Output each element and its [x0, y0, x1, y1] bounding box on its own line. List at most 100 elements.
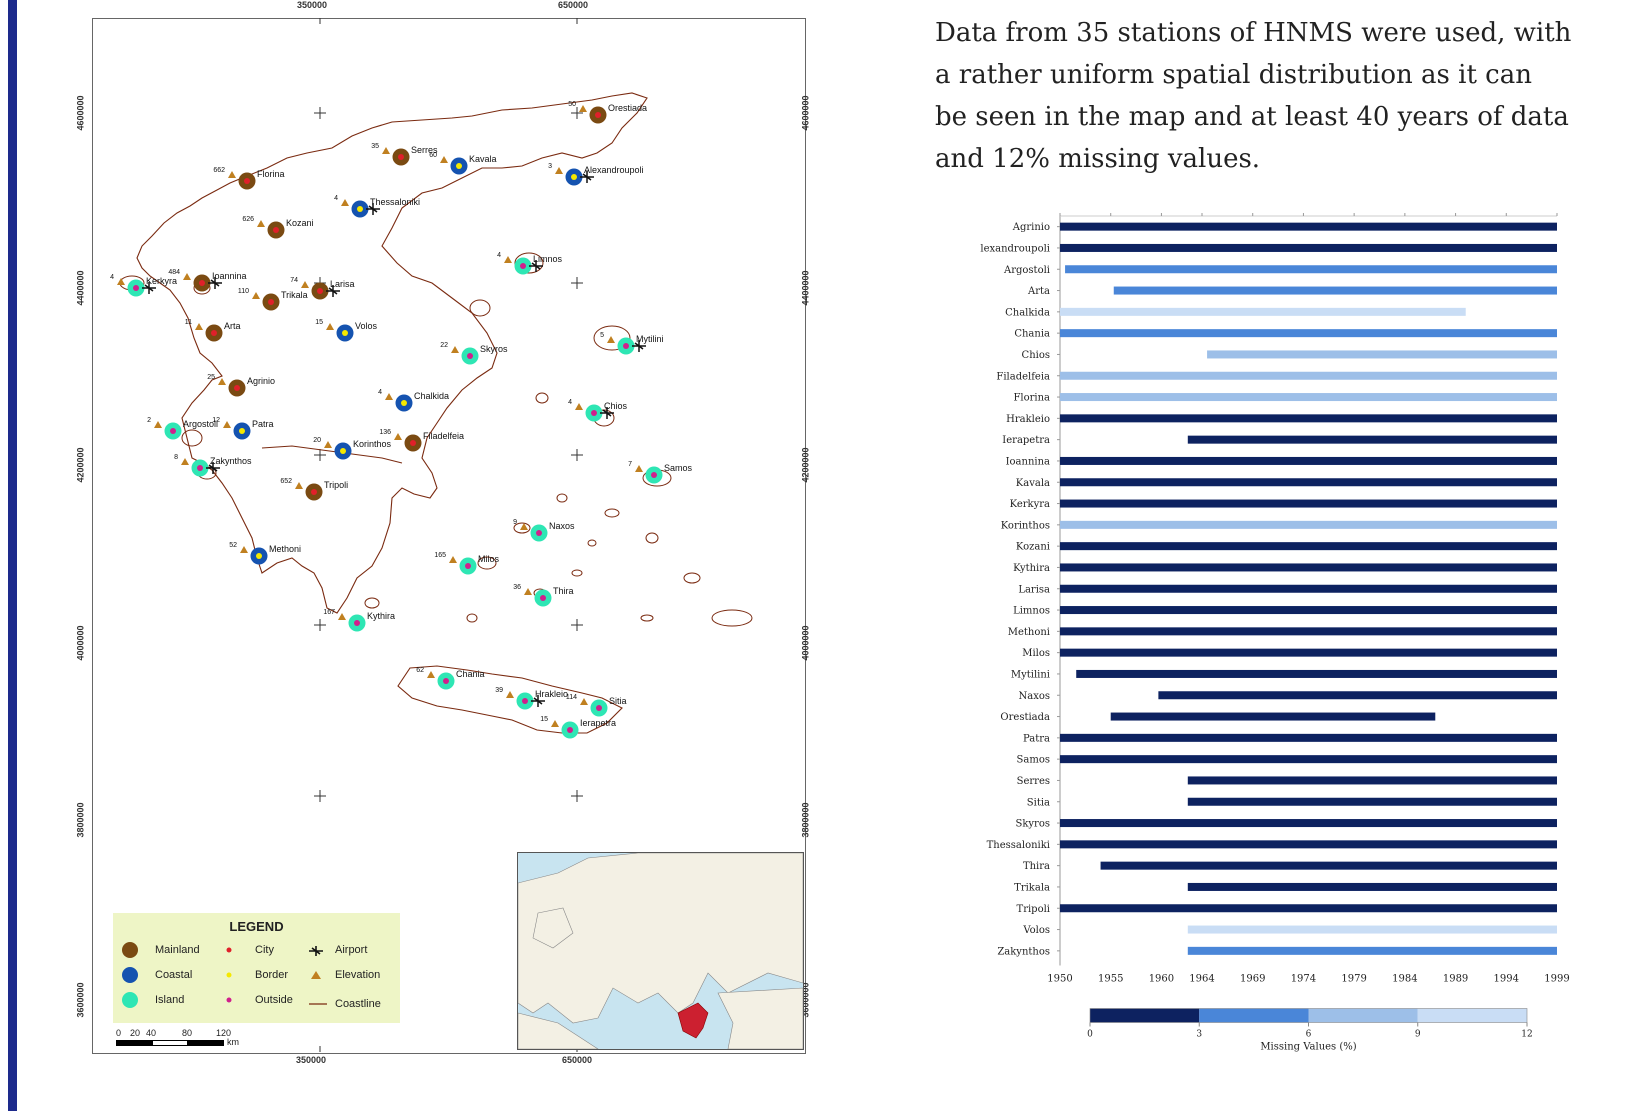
- island-swatch-icon: [122, 992, 138, 1008]
- station-center-dot: [567, 727, 573, 733]
- data-bar: [1187, 797, 1557, 806]
- station-tick-label: Argostoli: [1003, 265, 1050, 276]
- station-tick-label: Ioannina: [1006, 456, 1050, 467]
- data-bar: [1060, 733, 1557, 742]
- intro-paragraph: Data from 35 stations of HNMS were used,…: [935, 12, 1625, 180]
- elevation-marker-icon: [575, 403, 583, 410]
- city-swatch-icon: [226, 947, 232, 953]
- grid-cross: [314, 790, 326, 802]
- data-bar: [1060, 243, 1557, 252]
- station-elevation-label: 22: [440, 342, 448, 349]
- station-name-label: Serres: [411, 145, 438, 155]
- data-bar: [1060, 542, 1557, 551]
- station-elevation-label: 4: [378, 389, 382, 396]
- station-center-dot: [317, 288, 323, 294]
- station-elevation-label: 60: [429, 152, 437, 159]
- data-bar: [1187, 882, 1557, 891]
- elevation-marker-icon: [449, 556, 457, 563]
- station-center-dot: [357, 206, 363, 212]
- year-tick-label: 1999: [1544, 974, 1569, 985]
- coastal-swatch-icon: [122, 967, 138, 983]
- station-name-label: Alexandroupoli: [584, 165, 644, 175]
- station-center-dot: [465, 563, 471, 569]
- station-name-label: Orestiada: [608, 103, 647, 113]
- station-center-dot: [571, 174, 577, 180]
- elevation-marker-icon: [218, 378, 226, 385]
- station-center-dot: [651, 472, 657, 478]
- data-bar: [1060, 371, 1557, 380]
- map-right-tick: 4600000: [800, 95, 811, 131]
- airport-icon: [326, 285, 340, 297]
- map-left-tick: 3600000: [75, 982, 86, 1018]
- map-bottom-tick: 350000: [296, 1055, 327, 1065]
- station-tick-label: Thessaloniki: [987, 840, 1050, 851]
- data-bar: [1060, 755, 1557, 764]
- station-center-dot: [595, 112, 601, 118]
- elevation-marker-icon: [551, 720, 559, 727]
- station-name-label: Naxos: [549, 521, 575, 531]
- station-name-label: Limnos: [533, 254, 563, 264]
- data-bar: [1207, 350, 1557, 359]
- station-elevation-label: 114: [566, 694, 577, 701]
- station-elevation-label: 652: [280, 478, 292, 485]
- station-elevation-label: 484: [168, 269, 180, 276]
- data-bar: [1100, 861, 1557, 870]
- station-tick-label: Kavala: [1016, 478, 1050, 489]
- grid-cross: [571, 619, 583, 631]
- station-name-label: Tripoli: [324, 480, 348, 490]
- year-tick-label: 1960: [1149, 974, 1174, 985]
- elevation-marker-icon: [440, 156, 448, 163]
- station-tick-label: Orestiada: [1000, 712, 1050, 723]
- station-name-label: Patra: [252, 419, 274, 429]
- station-tick-label: Serres: [1017, 776, 1050, 787]
- station-elevation-label: 12: [212, 417, 220, 424]
- station-center-dot: [536, 530, 542, 536]
- station-center-dot: [596, 705, 602, 711]
- station-center-dot: [456, 163, 462, 169]
- colorbar-bin: [1199, 1008, 1309, 1023]
- data-bar: [1060, 904, 1557, 913]
- island-coastline: [683, 572, 701, 584]
- legend-coastline: Coastline: [335, 998, 381, 1010]
- station-elevation-label: 36: [513, 584, 521, 591]
- station-tick-label: Kerkyra: [1010, 499, 1050, 510]
- station-center-dot: [398, 154, 404, 160]
- station-map: Orestiada50Serres35Kavala60Alexandroupol…: [110, 18, 753, 1052]
- station-tick-label: Chalkida: [1005, 307, 1050, 318]
- colorbar-label: Missing Values (%): [1260, 1042, 1356, 1053]
- station-tick-label: Trikala: [1014, 882, 1050, 893]
- grid-cross: [571, 277, 583, 289]
- elevation-marker-icon: [427, 671, 435, 678]
- data-bar: [1060, 414, 1557, 423]
- station-center-dot: [410, 440, 416, 446]
- station-name-label: Thessaloniki: [370, 197, 420, 207]
- mainland-coastline: [136, 92, 648, 614]
- station-tick-label: Chios: [1022, 350, 1050, 361]
- station-elevation-label: 9: [513, 519, 517, 526]
- airport-icon: [366, 203, 380, 215]
- grid-cross: [571, 790, 583, 802]
- station-name-label: Sitia: [609, 696, 627, 706]
- island-coastline: [604, 508, 620, 518]
- station-name-label: Korinthos: [353, 439, 392, 449]
- station-name-label: Kerkyra: [146, 276, 177, 286]
- station-tick-label: lexandroupoli: [980, 243, 1050, 254]
- elevation-marker-icon: [555, 167, 563, 174]
- airport-icon: [600, 407, 614, 419]
- station-name-label: Kythira: [367, 611, 395, 621]
- station-tick-label: Florina: [1013, 393, 1050, 404]
- station-tick-label: Arta: [1027, 286, 1050, 297]
- airport-icon: [529, 260, 543, 272]
- station-tick-label: Korinthos: [1001, 520, 1050, 531]
- map-right-tick: 4000000: [800, 625, 811, 661]
- station-elevation-label: 39: [495, 687, 503, 694]
- colorbar-bin: [1090, 1008, 1200, 1023]
- colorbar-tick-label: 0: [1087, 1030, 1093, 1040]
- station-elevation-label: 136: [379, 429, 391, 436]
- elevation-swatch-icon: [311, 971, 321, 979]
- station-tick-label: Kythira: [1013, 563, 1050, 574]
- data-bar: [1060, 606, 1557, 615]
- crete-coastline: [397, 665, 623, 734]
- data-bar: [1060, 307, 1466, 316]
- station-name-label: Samos: [664, 463, 693, 473]
